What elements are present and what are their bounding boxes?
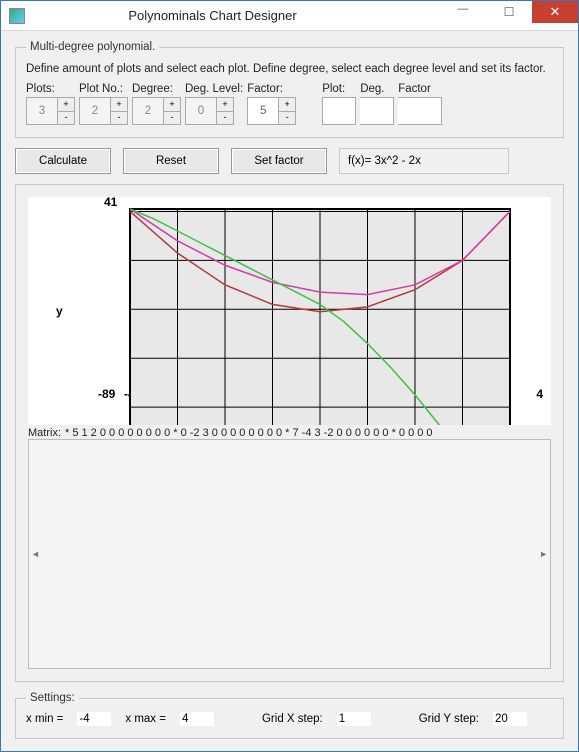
minimize-button[interactable] [440,1,486,23]
factor-updown: + - [278,98,295,124]
plot-readout-col: Plot: [322,83,356,125]
deglevel-up[interactable]: + [217,98,233,112]
degree-up[interactable]: + [164,98,180,112]
degree-spinner: + - [132,97,181,125]
plots-input[interactable] [27,98,57,124]
reset-button[interactable]: Reset [123,148,219,174]
matrix-row: Matrix: * 5 1 2 0 0 0 0 0 0 0 0 * 0 -2 3… [28,427,551,439]
plotno-input[interactable] [80,98,110,124]
degree-label: Degree: [132,83,173,95]
plots-spinner: + - [26,97,75,125]
plots-label: Plots: [26,83,55,95]
factor-down[interactable]: - [279,112,295,125]
factor-input[interactable] [248,98,278,124]
xmax-input[interactable] [180,712,214,726]
deglevel-label: Deg. Level: [185,83,243,95]
deglevel-col: Deg. Level: + - [185,83,243,125]
degree-col: Degree: + - [132,83,181,125]
factor-up[interactable]: + [279,98,295,112]
plot-hdr: Plot: [322,83,345,95]
factor-readout-col: Factor [398,83,442,125]
deg-readout-col: Deg. [360,83,394,125]
settings-row: x min = x max = Grid X step: Grid Y step… [26,712,553,726]
xmax-label: x max = [125,713,166,725]
plots-col: Plots: + - [26,83,75,125]
plots-up[interactable]: + [58,98,74,112]
deglevel-input[interactable] [186,98,216,124]
plotno-updown: + - [110,98,127,124]
button-row: Calculate Reset Set factor f(x)= 3x^2 - … [15,148,564,174]
matrix-scrollbar[interactable]: ◄ ► [28,439,551,669]
matrix-text: * 5 1 2 0 0 0 0 0 0 0 0 * 0 -2 3 0 0 0 0… [65,427,551,439]
polynomial-panel: Multi-degree polynomial. Define amount o… [15,41,564,138]
degree-down[interactable]: - [164,112,180,125]
gridx-label: Grid X step: [262,713,323,725]
plot-readout[interactable] [322,97,356,125]
degree-updown: + - [163,98,180,124]
gridy-input[interactable] [493,712,527,726]
window-buttons [440,1,578,30]
deglevel-spinner: + - [185,97,234,125]
chart-panel: 41 -89 -4 4 y x Matrix: * 5 1 2 0 0 0 0 … [15,184,564,682]
plotno-label: Plot No.: [79,83,123,95]
gridx-input[interactable] [337,712,371,726]
deglevel-down[interactable]: - [217,112,233,125]
deg-hdr: Deg. [360,83,384,95]
plotno-col: Plot No.: + - [79,83,128,125]
close-button[interactable] [532,1,578,23]
panel-hint: Define amount of plots and select each p… [26,63,553,75]
plotno-up[interactable]: + [111,98,127,112]
settings-panel: Settings: x min = x max = Grid X step: G… [15,692,564,739]
param-row: Plots: + - Plot No.: + [26,83,553,125]
scroll-left-icon[interactable]: ◄ [31,549,40,559]
matrix-label: Matrix: [28,427,61,439]
xmin-input[interactable] [77,712,111,726]
deg-readout[interactable] [360,97,394,125]
maximize-button[interactable] [486,1,532,23]
plots-down[interactable]: - [58,112,74,125]
plotno-spinner: + - [79,97,128,125]
settings-legend: Settings: [26,692,79,704]
titlebar: Polynominals Chart Designer [1,1,578,31]
factor-hdr: Factor [398,83,431,95]
factor-label: Factor: [247,83,283,95]
window-title: Polynominals Chart Designer [25,8,440,23]
setfactor-button[interactable]: Set factor [231,148,327,174]
app-icon [9,8,25,24]
factor-col: Factor: + - [247,83,296,125]
polynomial-legend: Multi-degree polynomial. [26,41,159,53]
window-frame: Polynominals Chart Designer Multi-degree… [0,0,579,752]
plotno-down[interactable]: - [111,112,127,125]
factor-readout[interactable] [398,97,442,125]
client-area: Multi-degree polynomial. Define amount o… [1,31,578,751]
chart-area: 41 -89 -4 4 y x [28,197,551,425]
deglevel-updown: + - [216,98,233,124]
degree-input[interactable] [133,98,163,124]
scroll-right-icon[interactable]: ► [539,549,548,559]
calculate-button[interactable]: Calculate [15,148,111,174]
plots-updown: + - [57,98,74,124]
gridy-label: Grid Y step: [419,713,479,725]
fx-display: f(x)= 3x^2 - 2x [339,148,509,174]
xmin-label: x min = [26,713,63,725]
factor-spinner: + - [247,97,296,125]
